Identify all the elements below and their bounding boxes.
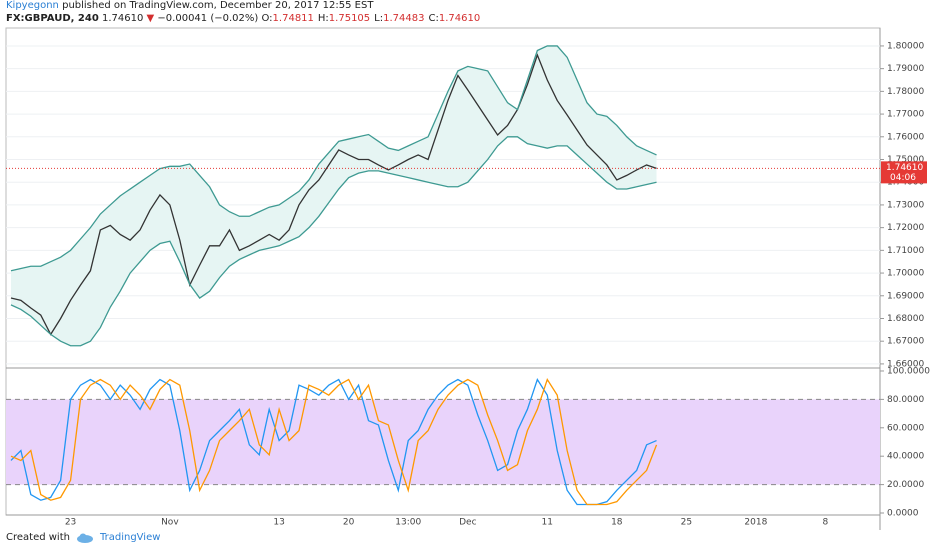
last: 1.74610 xyxy=(101,13,144,24)
x-tick-label: Nov xyxy=(161,518,179,528)
y-tick-label: 60.0000 xyxy=(887,423,924,433)
x-tick-label: 8 xyxy=(823,518,829,528)
x-tick-label: 20 xyxy=(343,518,355,528)
y-tick-label: 100.0000 xyxy=(887,366,930,376)
author[interactable]: Kipyegonn xyxy=(6,0,59,11)
x-tick-label: Dec xyxy=(459,518,476,528)
pane: 1.66000 1.67000 1.68000 1.69000 1.70000 1.710… xyxy=(6,41,927,369)
y-tick-label: 1.77000 xyxy=(887,110,924,120)
ohlc-value: 1.74610 xyxy=(438,13,481,24)
logo xyxy=(76,533,93,543)
x-tick-label: 13:00 xyxy=(395,518,421,528)
header-line: Kipyegonn published on TradingView.com, … xyxy=(6,0,373,11)
y-tick-label: 1.73000 xyxy=(887,200,924,210)
y-tick-label: 1.71000 xyxy=(887,246,924,256)
y-tick-label: 1.69000 xyxy=(887,291,924,301)
symbol-line: FX:GBPAUD, 240 1.74610 ▼ −0.00041 (−0.02… xyxy=(6,13,484,24)
y-tick-label: 1.66000 xyxy=(887,359,924,369)
y-tick-label: 1.75000 xyxy=(887,155,924,165)
y-tick-label: 1.80000 xyxy=(887,41,924,51)
last-price-badge xyxy=(881,161,927,184)
ohlc: O:1.74811 H:1.75105 L:1.74483 C:1.74610 xyxy=(261,13,484,24)
series-line xyxy=(10,53,657,336)
x-tick-label: 18 xyxy=(611,518,623,528)
ohlc-value: 1.74811 xyxy=(272,13,314,24)
series-line xyxy=(10,136,657,347)
y-tick-label: 1.79000 xyxy=(887,64,924,74)
y-tick-label: 40.0000 xyxy=(887,452,924,462)
ohlc-key: H: xyxy=(317,13,329,24)
band-fill xyxy=(10,45,657,346)
created: Created with xyxy=(6,532,70,543)
change: −0.00041 (−0.02%) xyxy=(157,13,259,24)
countdown: 04:06 xyxy=(890,173,916,183)
chart: 1.66000 1.67000 1.68000 1.69000 1.70000 1.710… xyxy=(5,27,930,530)
x-tick-label: 11 xyxy=(542,518,553,528)
series-line xyxy=(10,378,657,506)
footer: Created with TradingView xyxy=(6,532,160,543)
x-tick-label: 2018 xyxy=(744,518,767,528)
y-tick-label: 1.68000 xyxy=(887,314,924,324)
y-tick-label: 80.0000 xyxy=(887,395,924,405)
ohlc-value: 1.74483 xyxy=(383,13,425,24)
y-tick-label: 20.0000 xyxy=(887,480,924,490)
ohlc-value: 1.75105 xyxy=(328,13,371,24)
x-tick-label: 13 xyxy=(273,518,284,528)
series-line xyxy=(10,378,658,506)
change-arrow: ▼ xyxy=(146,13,155,24)
y-tick-label: 1.76000 xyxy=(887,132,924,142)
symbol: FX:GBPAUD, 240 xyxy=(6,13,99,24)
series-line xyxy=(10,45,657,272)
y-tick-label: 1.67000 xyxy=(887,337,924,347)
x-tick-label: 23 xyxy=(65,518,76,528)
published: published on TradingView.com, December 2… xyxy=(62,0,374,11)
y-tick-label: 1.70000 xyxy=(887,269,924,279)
ohlc-key: C: xyxy=(428,13,439,24)
ohlc-key: O: xyxy=(261,13,273,24)
y-tick-label: 1.72000 xyxy=(887,223,924,233)
x-tick-label: 25 xyxy=(681,518,692,528)
zone xyxy=(6,399,880,485)
y-tick-label: 0.0000 xyxy=(887,509,919,519)
ohlc-key: L: xyxy=(374,13,384,24)
y-tick-label: 1.78000 xyxy=(887,87,924,97)
last-price-label: 1.74610 xyxy=(886,163,923,173)
pane: 0.0000 20.0000 40.0000 60.0000 80.0000 100.00… xyxy=(6,366,930,519)
brand[interactable]: TradingView xyxy=(99,532,161,543)
